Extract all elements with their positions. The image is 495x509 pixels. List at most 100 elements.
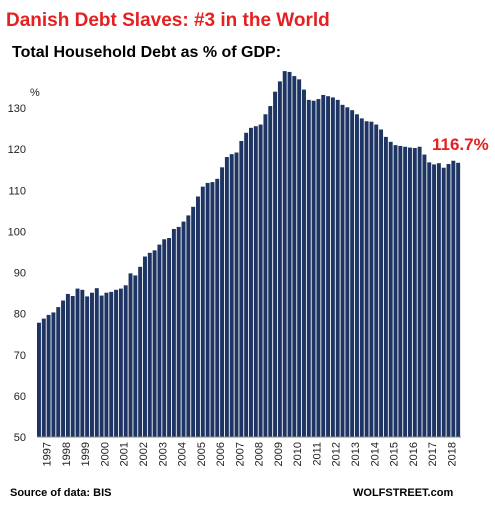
bar (128, 273, 133, 437)
y-tick-label: 70 (14, 350, 26, 362)
x-tick-label: 2007 (234, 442, 246, 466)
bar (374, 124, 379, 437)
bar (249, 127, 253, 437)
bar (162, 239, 167, 437)
bar (350, 110, 355, 438)
x-tick-label: 2011 (312, 442, 324, 466)
x-tick-label: 2010 (292, 442, 304, 466)
bar (258, 124, 263, 437)
bar (239, 141, 244, 437)
y-tick-label: 100 (8, 226, 26, 238)
bar (364, 121, 369, 438)
bar (94, 288, 99, 437)
bar (104, 292, 109, 437)
bar (432, 164, 437, 437)
bar (210, 182, 215, 437)
x-tick-label: 2003 (157, 442, 169, 466)
bar (99, 295, 104, 437)
bar (268, 106, 273, 437)
chart-title: Danish Debt Slaves: #3 in the World (6, 10, 330, 31)
bar (369, 121, 374, 438)
bar (340, 104, 345, 437)
bar (90, 292, 94, 437)
bar (253, 126, 258, 437)
bar (417, 146, 422, 437)
bar (292, 76, 297, 437)
x-tick-label: 2004 (177, 442, 189, 466)
bar (282, 71, 287, 438)
bar (451, 160, 456, 438)
bar (123, 285, 128, 437)
bar (436, 163, 441, 437)
bar (224, 157, 229, 437)
bar (302, 89, 306, 438)
bar (359, 118, 364, 437)
bar (37, 322, 41, 437)
bar (152, 250, 157, 437)
bar (335, 99, 340, 437)
x-tick-label: 1999 (80, 442, 92, 466)
bar (263, 114, 268, 437)
bar (65, 293, 70, 437)
bar (181, 221, 186, 437)
bar (205, 182, 210, 437)
bar (456, 162, 461, 438)
bar (61, 300, 66, 437)
x-tick-label: 2002 (138, 442, 150, 466)
chart-subtitle: Total Household Debt as % of GDP: (12, 44, 281, 61)
bar (403, 146, 408, 437)
x-tick-label: 2017 (427, 442, 439, 466)
bar (200, 186, 205, 437)
x-tick-label: 2000 (100, 442, 112, 466)
x-tick-label: 2016 (408, 442, 420, 466)
y-tick-label: 110 (8, 185, 26, 197)
bar (229, 154, 234, 437)
x-tick-label: 2001 (119, 442, 131, 466)
x-tick-label: 1998 (61, 442, 73, 466)
bar (176, 226, 181, 437)
bar (326, 96, 331, 437)
y-tick-label: 50 (14, 432, 26, 444)
bar (46, 314, 51, 437)
bar (41, 318, 46, 437)
y-axis-label: % (30, 87, 40, 99)
bar (273, 91, 278, 438)
bar (56, 307, 61, 437)
bar (383, 136, 388, 437)
bar (109, 291, 114, 437)
bar (244, 132, 249, 437)
bar (379, 129, 384, 438)
site-credit: WOLFSTREET.com (353, 487, 453, 499)
x-tick-label: 2006 (215, 442, 227, 466)
bar (330, 97, 335, 438)
bar (412, 147, 417, 438)
bar (234, 152, 239, 437)
x-tick-label: 2013 (350, 442, 362, 466)
y-tick-label: 60 (14, 391, 26, 403)
source-note: Source of data: BIS (10, 487, 111, 499)
bar (191, 206, 196, 437)
x-tick-label: 2009 (273, 442, 285, 466)
bar (297, 79, 302, 437)
y-tick-label: 130 (8, 103, 26, 115)
bar (157, 244, 162, 437)
bar (147, 252, 152, 437)
bar (277, 81, 282, 437)
y-tick-label: 90 (14, 268, 26, 280)
bar (398, 145, 403, 437)
x-tick-label: 1997 (42, 442, 54, 466)
bar (70, 295, 75, 437)
x-tick-label: 2015 (389, 442, 401, 466)
bar (427, 162, 432, 437)
x-tick-label: 2018 (446, 442, 458, 466)
bar (446, 164, 451, 437)
bar (143, 256, 147, 437)
bar (220, 167, 225, 437)
bar (196, 196, 200, 437)
bar (186, 215, 191, 437)
bar (422, 154, 427, 437)
bar (171, 228, 176, 437)
x-tick-label: 2012 (331, 442, 343, 466)
y-tick-label: 120 (8, 144, 26, 156)
